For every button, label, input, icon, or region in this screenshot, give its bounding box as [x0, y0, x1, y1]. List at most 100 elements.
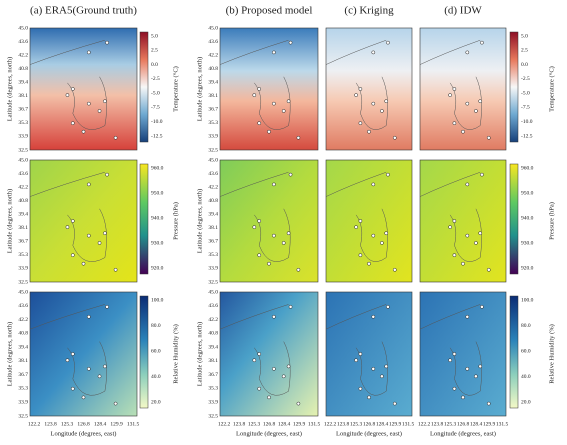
y-tick-label: 40.8 [208, 66, 218, 72]
colorbar [139, 31, 149, 143]
y-tick-label: 35.3 [208, 386, 218, 392]
y-tick-label: 33.9 [208, 134, 218, 140]
colorbar-tick-label: 920.0 [151, 265, 164, 271]
x-tick-label: 128.4 [470, 421, 483, 427]
y-tick-label: 38.1 [18, 93, 28, 99]
colorbar [139, 295, 149, 409]
station-marker [257, 253, 262, 258]
y-tick-label: 32.5 [18, 413, 28, 419]
station-marker [474, 241, 478, 245]
x-tick-label: 126.8 [263, 421, 276, 427]
colorbar-tick-label: 920.0 [521, 265, 534, 271]
x-tick-label: 131.5 [308, 421, 321, 427]
x-tick-label: 125.3 [444, 421, 457, 427]
station-marker [452, 87, 457, 91]
station-marker [452, 219, 457, 223]
station-marker [70, 386, 75, 391]
column-title: (c) Kriging [344, 5, 394, 17]
station-marker [257, 219, 262, 223]
y-tick-label: 36.7 [208, 107, 218, 113]
y-tick-label: 33.9 [208, 399, 218, 405]
station-marker [358, 121, 363, 126]
x-tick-label: 122.2 [218, 421, 231, 427]
station-marker [392, 267, 397, 272]
station-marker [386, 172, 390, 177]
y-tick-label: 45.0 [208, 25, 218, 31]
map-panel [29, 159, 138, 283]
station-marker [70, 352, 75, 356]
station-marker [70, 121, 75, 126]
station-marker [81, 261, 86, 266]
station-marker [105, 305, 109, 309]
station-marker [113, 267, 118, 272]
station-marker [452, 352, 457, 356]
station-marker [113, 135, 118, 140]
x-tick-label: 129.9 [483, 421, 496, 427]
station-marker [267, 129, 271, 134]
y-tick-label: 39.4 [18, 344, 28, 350]
y-tick-label: 32.5 [18, 147, 28, 153]
y-tick-label: 35.3 [18, 252, 28, 258]
y-axis-label: Latitude (degrees, north) [196, 57, 203, 121]
station-marker [480, 305, 484, 309]
colorbar-tick-label: 20.0 [521, 399, 531, 405]
x-tick-label: 126.8 [457, 421, 470, 427]
x-tick-label: 128.4 [278, 421, 291, 427]
map-panel [325, 27, 413, 151]
y-tick-label: 45.0 [208, 157, 218, 163]
station-marker [272, 50, 276, 55]
station-marker [384, 364, 389, 369]
coastline [325, 39, 388, 130]
colorbar [509, 31, 519, 143]
y-tick-label: 38.1 [18, 225, 28, 231]
colorbar-tick-label: -10.0 [521, 119, 533, 125]
station-marker [70, 253, 75, 258]
map-panel [219, 159, 319, 283]
y-axis-label: Latitude (degrees, north) [6, 57, 13, 121]
y-tick-label: 36.7 [208, 372, 218, 378]
colorbar-tick-label: -12.5 [521, 133, 533, 139]
colorbar-label: Temperature (°C) [172, 66, 179, 112]
y-tick-label: 38.1 [208, 225, 218, 231]
map-panel [219, 291, 319, 417]
coastline [419, 304, 482, 396]
station-marker [465, 182, 470, 187]
station-marker [70, 87, 75, 91]
y-tick-label: 38.1 [208, 93, 218, 99]
y-tick-label: 42.2 [208, 52, 218, 58]
map-panel [325, 291, 413, 417]
x-tick-label: 131.5 [496, 421, 509, 427]
station-marker [252, 358, 257, 363]
colorbar-tick-label: 20.0 [151, 399, 161, 405]
coastline [29, 304, 107, 396]
y-tick-label: 43.6 [208, 303, 218, 309]
colorbar [509, 163, 519, 275]
y-tick-label: 42.2 [18, 317, 28, 323]
station-marker [448, 358, 452, 363]
y-tick-label: 42.2 [18, 52, 28, 58]
station-marker [286, 364, 291, 369]
y-tick-label: 38.1 [18, 358, 28, 364]
colorbar-tick-label: -7.5 [151, 105, 160, 111]
x-tick-label: 129.9 [110, 421, 123, 427]
x-tick-label: 131.5 [402, 421, 415, 427]
station-marker [252, 225, 257, 229]
y-tick-label: 33.9 [208, 266, 218, 272]
station-marker [452, 121, 457, 126]
colorbar-tick-label: -2.5 [521, 76, 530, 82]
station-marker [358, 352, 363, 356]
station-marker [103, 231, 107, 236]
y-tick-label: 38.1 [208, 358, 218, 364]
y-tick-label: 36.7 [18, 107, 28, 113]
coastline [219, 171, 291, 262]
station-marker [380, 241, 384, 245]
station-marker [87, 367, 91, 371]
colorbar [509, 295, 519, 409]
x-tick-label: 122.2 [28, 421, 41, 427]
x-tick-label: 125.3 [248, 421, 261, 427]
y-tick-label: 35.3 [18, 386, 28, 392]
station-marker [480, 40, 484, 45]
station-marker [358, 253, 363, 258]
station-marker [480, 172, 484, 177]
colorbar-tick-label: 960.0 [521, 165, 534, 171]
